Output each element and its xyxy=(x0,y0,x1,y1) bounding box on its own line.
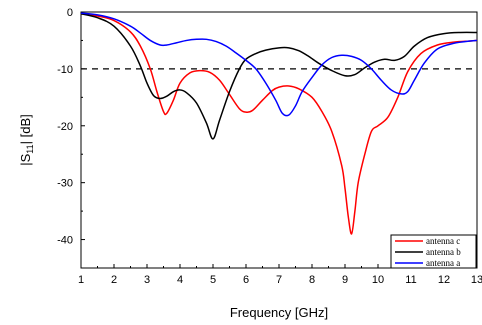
x-tick-label-7: 7 xyxy=(276,274,282,286)
x-tick-label-11: 11 xyxy=(405,274,416,286)
x-tick-label-13: 13 xyxy=(471,274,482,286)
y-tick-label--20: -20 xyxy=(57,121,73,133)
x-tick-label-5: 5 xyxy=(210,274,216,286)
legend: antenna c antenna b antenna a xyxy=(390,234,477,269)
legend-label-antenna-a: antenna a xyxy=(426,258,460,268)
y-axis-label-sub: 11 xyxy=(25,144,35,153)
x-tick-label-9: 9 xyxy=(342,274,348,286)
plot-frame xyxy=(80,11,478,269)
legend-label-antenna-c: antenna c xyxy=(426,236,460,246)
x-tick-label-6: 6 xyxy=(243,274,249,286)
x-tick-label-12: 12 xyxy=(438,274,450,286)
x-tick-label-3: 3 xyxy=(144,274,150,286)
y-axis-label: |S11| [dB] xyxy=(18,114,35,166)
x-tick-label-4: 4 xyxy=(177,274,183,286)
x-tick-label-1: 1 xyxy=(78,274,84,286)
y-tick-label--30: -30 xyxy=(57,178,73,190)
y-axis-label-tail: | [dB] xyxy=(18,114,33,144)
y-tick-label--40: -40 xyxy=(57,235,73,247)
series-line-antenna-c xyxy=(80,12,478,235)
x-axis-label: Frequency [GHz] xyxy=(230,305,328,320)
x-tick-label-8: 8 xyxy=(309,274,315,286)
series-line-antenna-a xyxy=(80,12,478,117)
y-axis-label-main: |S xyxy=(18,153,33,165)
legend-label-antenna-b: antenna b xyxy=(426,247,461,257)
series-line-antenna-b xyxy=(80,12,478,140)
y-tick-label--10: -10 xyxy=(57,64,73,76)
x-tick-label-2: 2 xyxy=(111,274,117,286)
x-tick-label-10: 10 xyxy=(372,274,384,286)
y-tick-label-0: 0 xyxy=(67,7,73,19)
